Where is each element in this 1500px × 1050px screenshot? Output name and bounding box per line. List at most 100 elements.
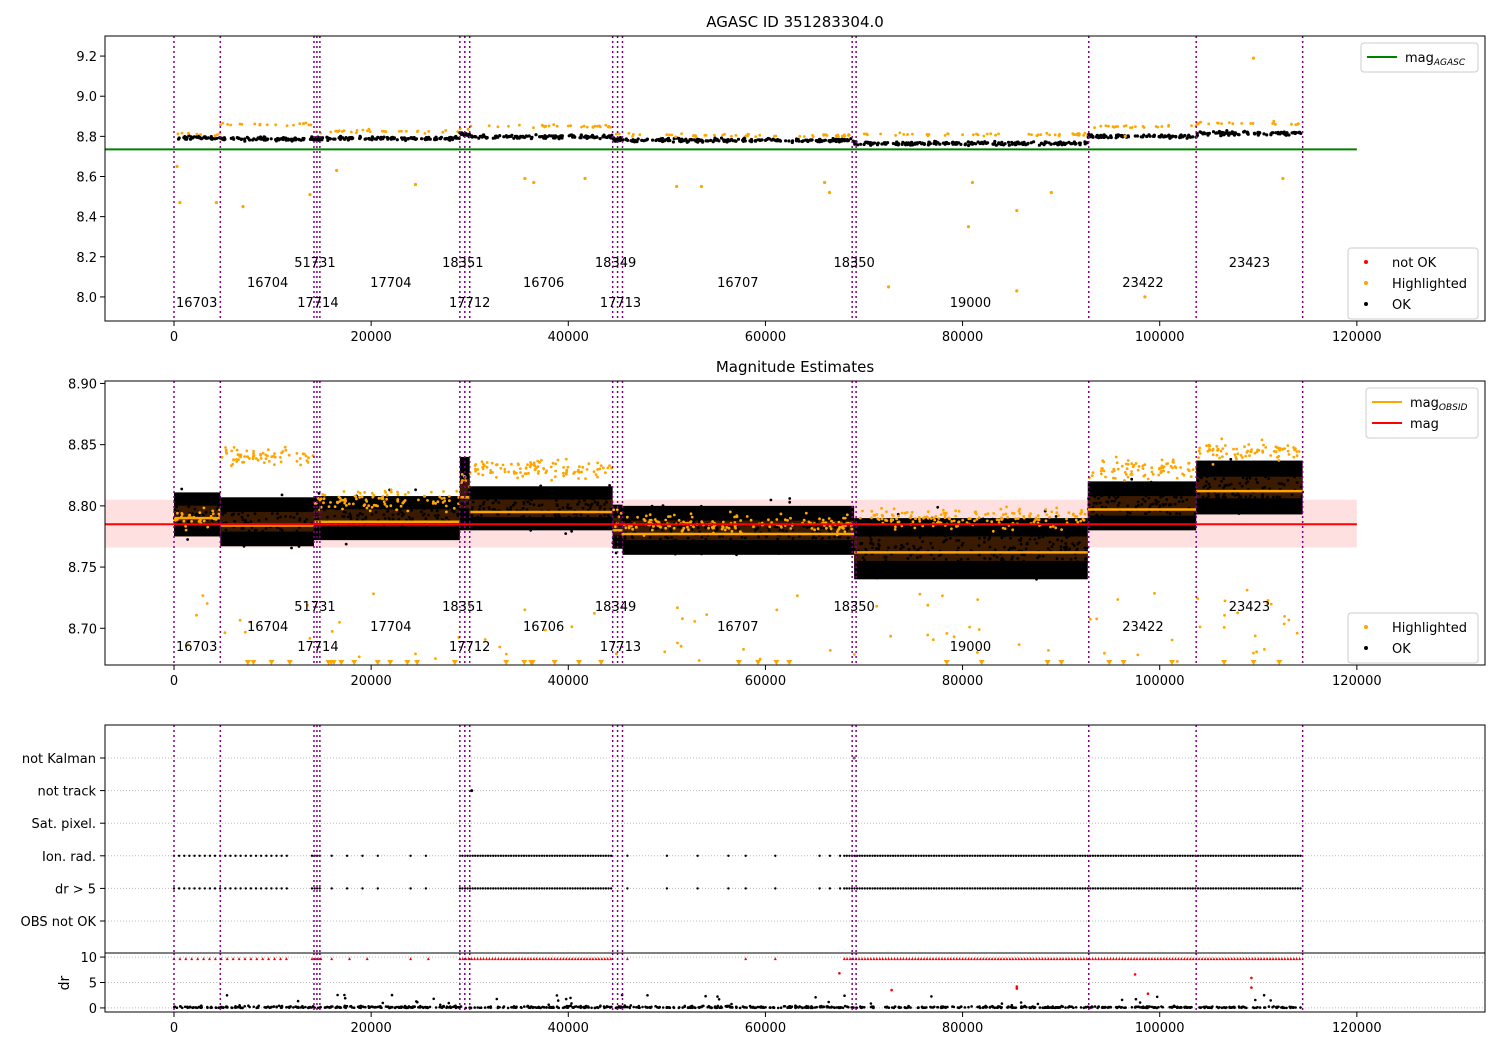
highlighted-point <box>1048 133 1051 137</box>
ok-point <box>1222 486 1225 490</box>
flag-point <box>828 854 832 857</box>
flag-point <box>994 854 997 857</box>
ok-point <box>296 539 300 543</box>
highlighted-point <box>526 463 529 466</box>
ok-point <box>742 513 745 517</box>
ok-point <box>652 541 656 544</box>
highlighted-point <box>1076 520 1080 524</box>
highlighted-point <box>1015 209 1019 213</box>
ok-point <box>290 546 293 550</box>
clipped-marker <box>1276 660 1283 665</box>
highlighted-point <box>280 451 283 455</box>
ok-point <box>346 515 350 519</box>
ok-point <box>994 560 998 564</box>
ok-point <box>485 136 489 140</box>
flag-point <box>1153 887 1156 890</box>
ok-point <box>295 512 299 516</box>
highlighted-point <box>742 647 745 651</box>
clipped-marker <box>576 660 582 665</box>
highlighted-point <box>569 124 573 128</box>
highlighted-point <box>261 451 265 455</box>
ok-point <box>599 514 602 518</box>
highlighted-point <box>974 512 978 516</box>
highlighted-point <box>536 459 540 463</box>
ok-point <box>1023 570 1026 573</box>
highlighted-point <box>870 509 874 513</box>
ok-point <box>1136 500 1140 504</box>
obsid-label: 51731 <box>294 600 335 615</box>
highlighted-point <box>494 463 498 467</box>
highlighted-point <box>577 477 580 480</box>
highlighted-point <box>1236 611 1240 615</box>
ok-point <box>1037 143 1041 147</box>
ok-point <box>294 503 298 507</box>
ok-point <box>987 571 990 574</box>
flag-point <box>468 887 472 890</box>
highlighted-point <box>1137 465 1141 468</box>
flag-point <box>594 854 597 857</box>
ok-point <box>883 141 887 145</box>
ok-point <box>635 511 639 515</box>
flag-point <box>1030 887 1033 890</box>
ok-point <box>1008 560 1011 564</box>
highlighted-point <box>631 135 634 138</box>
ok-point <box>293 539 297 542</box>
flag-point <box>568 854 572 857</box>
ok-point <box>298 518 301 522</box>
ok-point <box>791 528 795 532</box>
ok-point <box>1074 556 1077 560</box>
highlighted-point <box>754 135 758 139</box>
ok-point <box>704 526 707 529</box>
highlighted-point <box>1018 512 1022 515</box>
ok-point <box>566 507 570 510</box>
ok-point <box>875 576 879 580</box>
highlighted-point <box>423 494 427 498</box>
highlighted-point <box>649 518 653 522</box>
flag-point <box>1155 887 1159 890</box>
ok-point <box>193 507 197 511</box>
highlighted-point <box>1189 475 1193 478</box>
flag-point <box>249 887 253 890</box>
ok-point <box>387 517 391 520</box>
highlighted-point <box>258 122 262 126</box>
ok-point <box>786 544 789 548</box>
ok-point <box>623 537 627 540</box>
flag-point <box>902 887 905 890</box>
flag-point <box>1145 854 1148 857</box>
dr-point <box>672 1006 676 1010</box>
highlighted-point <box>1099 472 1103 476</box>
ok-point <box>907 547 911 551</box>
ok-point <box>1021 142 1025 147</box>
obsid-label: 18351 <box>442 256 483 271</box>
flag-point <box>866 854 869 857</box>
highlighted-point <box>913 526 917 530</box>
ok-point <box>737 527 740 531</box>
flag-point <box>579 887 582 890</box>
highlighted-point <box>730 134 733 138</box>
highlighted-point <box>789 527 793 530</box>
flag-category-label: Ion. rad. <box>42 850 96 865</box>
ok-point <box>619 536 622 540</box>
flag-point <box>1055 854 1059 857</box>
ok-point <box>257 519 261 522</box>
obsid-label: 17704 <box>370 276 411 291</box>
highlighted-point <box>905 511 909 514</box>
highlighted-point <box>909 516 912 520</box>
ok-point <box>671 539 675 543</box>
legend-mag-label: mag <box>1410 417 1439 432</box>
highlighted-point <box>898 131 902 135</box>
ok-point <box>998 528 1002 532</box>
flag-point <box>774 887 777 890</box>
highlighted-point <box>1095 617 1099 621</box>
flag-point <box>961 854 964 857</box>
highlighted-point <box>1079 512 1082 516</box>
highlighted-point <box>730 530 734 533</box>
highlighted-point <box>910 510 914 514</box>
ok-point <box>1229 482 1233 486</box>
ok-point <box>1253 496 1257 499</box>
highlighted-point <box>885 519 889 522</box>
ok-point <box>498 134 502 138</box>
highlighted-point <box>370 505 374 509</box>
dr-point <box>909 1006 912 1009</box>
